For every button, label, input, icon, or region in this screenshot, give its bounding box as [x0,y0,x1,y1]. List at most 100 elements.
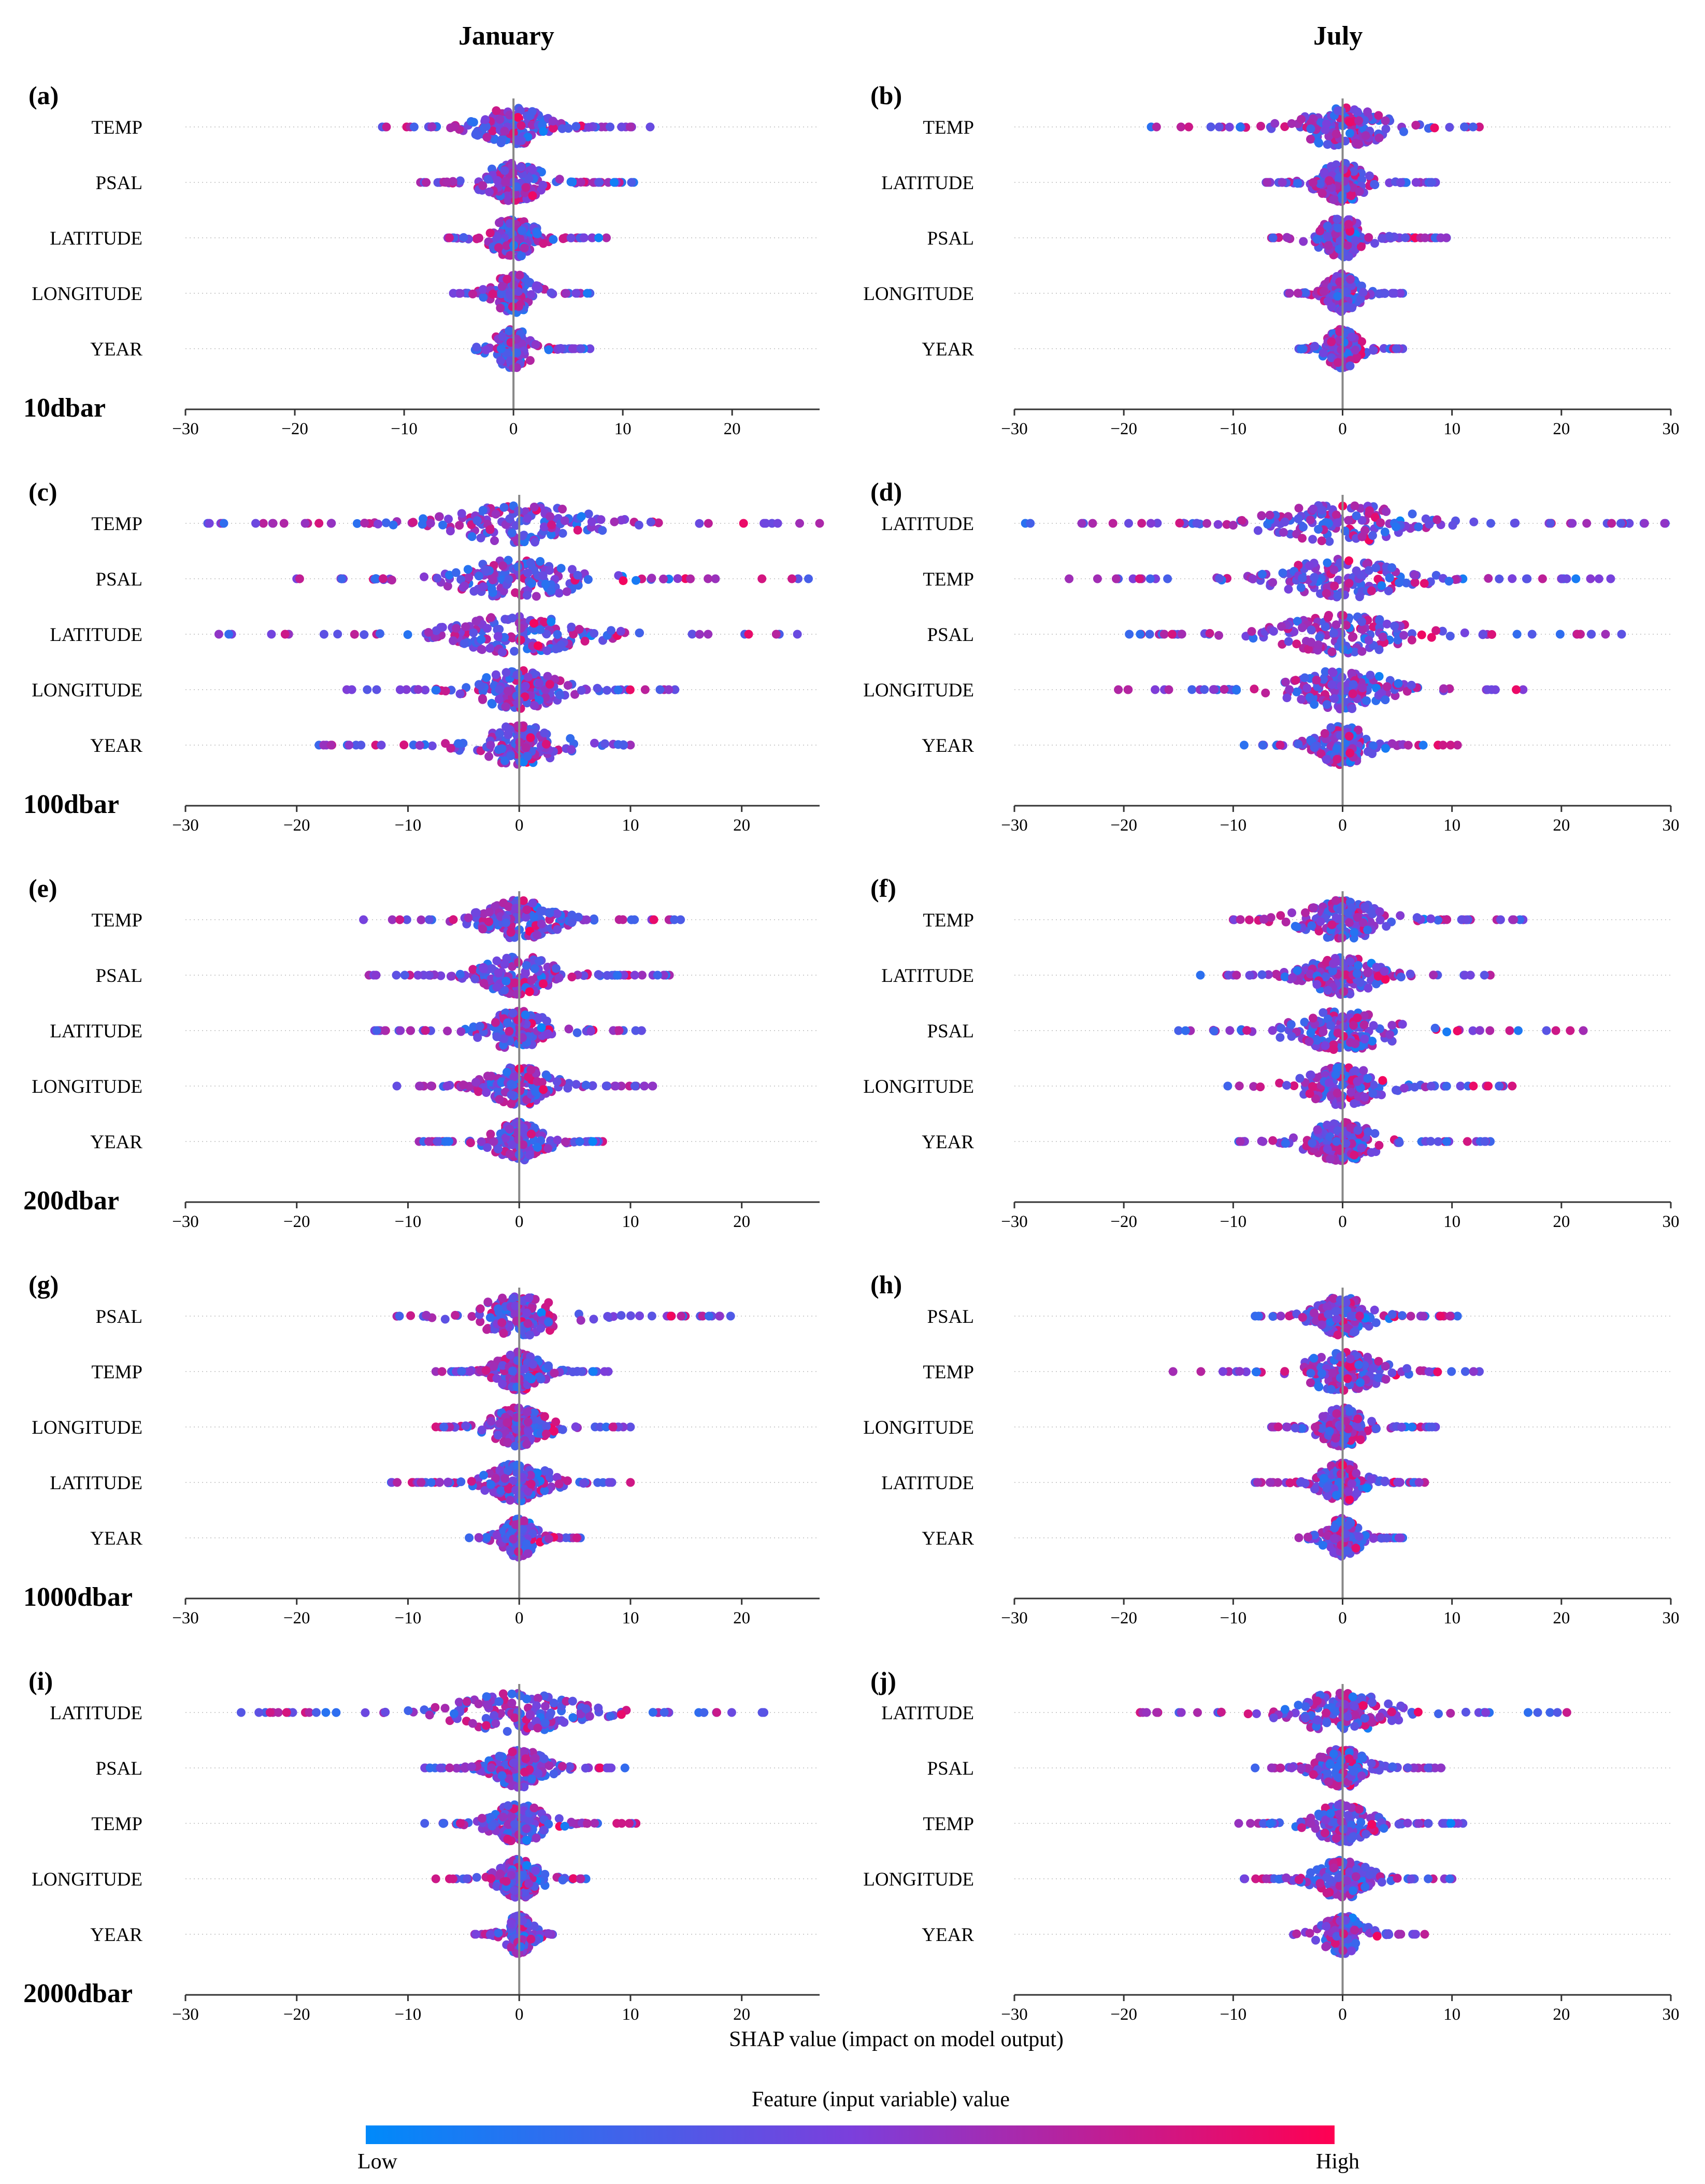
shap-point [1327,920,1337,930]
shap-point [484,752,494,761]
shap-point [1351,346,1360,355]
shap-point [1287,1032,1296,1041]
shap-point [1327,680,1337,689]
shap-point [1333,518,1342,527]
shap-point [539,239,548,248]
shap-point [371,970,381,980]
shap-point [441,687,450,696]
shap-point [1315,226,1325,236]
shap-point [1268,578,1278,587]
shap-point [314,519,324,528]
shap-point [504,555,513,565]
shap-point [1313,235,1322,244]
shap-point [1297,115,1306,124]
shap-point [556,344,565,353]
shap-point [492,232,502,241]
shap-point [1389,289,1398,298]
shap-point [1308,535,1317,544]
x-tick-label: 0 [1338,816,1347,835]
shap-point [1299,522,1308,532]
shap-point [1378,234,1386,243]
shap-point [507,1080,515,1089]
shap-point [424,628,433,637]
shap-point [1277,622,1286,631]
shap-point [380,1026,390,1035]
shap-point [569,630,578,639]
shap-point [527,976,536,985]
shap-point [496,356,505,365]
shap-point [1305,693,1314,702]
shap-point [492,1032,502,1041]
shap-point [649,915,658,924]
shap-point [513,699,522,708]
shap-point [1323,558,1332,567]
shap-point [1411,178,1421,187]
shap-point [481,115,490,124]
shap-point [1322,755,1331,764]
shap-point [501,177,510,186]
shap-point [547,617,556,626]
shap-point [640,685,650,694]
shap-point [1337,681,1346,691]
shap-point [1237,516,1246,525]
shap-point [1269,626,1278,636]
shap-point [1344,556,1354,565]
shap-point [1316,917,1325,926]
feature-label: LONGITUDE [32,283,142,305]
shap-point [1385,1030,1395,1039]
shap-point [1427,633,1436,642]
feature-label: TEMP [923,569,974,590]
shap-point [1387,563,1397,572]
shap-point [1214,122,1224,132]
shap-point [614,1026,624,1035]
shap-point [455,289,465,298]
shap-point [491,509,500,519]
shap-point [625,685,635,694]
shap-point [451,568,461,577]
shap-point [395,685,405,694]
shap-point [528,898,537,908]
shap-point [446,526,455,536]
shap-point [503,1018,512,1027]
shap-point [626,740,635,750]
shap-point [374,519,383,529]
shap-point [1427,178,1437,187]
shap-point [1484,1081,1493,1091]
shap-point [1261,688,1270,697]
shap-point [326,740,336,750]
shap-point [549,124,558,133]
x-tick-label: 20 [1553,816,1570,835]
shap-point [467,532,477,541]
shap-point [482,133,492,142]
shap-point [616,626,625,636]
shap-point [381,518,391,527]
shap-point [1466,970,1475,980]
shap-point [500,633,509,642]
shap-point [470,974,480,983]
shap-point [347,685,356,694]
shap-point [375,629,384,638]
shap-point [1167,630,1177,639]
shap-point [582,915,591,924]
shap-point [517,162,526,172]
shap-point [471,1078,480,1087]
shap-point [1232,970,1241,980]
shap-point [1392,344,1401,353]
shap-point [1354,140,1363,149]
shap-point [527,579,536,588]
shap-point [1294,739,1303,749]
shap-point [1430,123,1439,133]
shap-point [1297,695,1306,704]
shap-point [1382,619,1392,629]
shap-point [1514,1026,1523,1035]
shap-point [409,122,419,132]
shap-point [1352,969,1362,978]
shap-point [463,565,472,574]
shap-point [1495,574,1504,583]
shap-point [561,1137,570,1147]
shap-point [576,344,585,353]
x-tick-label: 10 [622,1212,639,1231]
shap-point [521,743,531,752]
